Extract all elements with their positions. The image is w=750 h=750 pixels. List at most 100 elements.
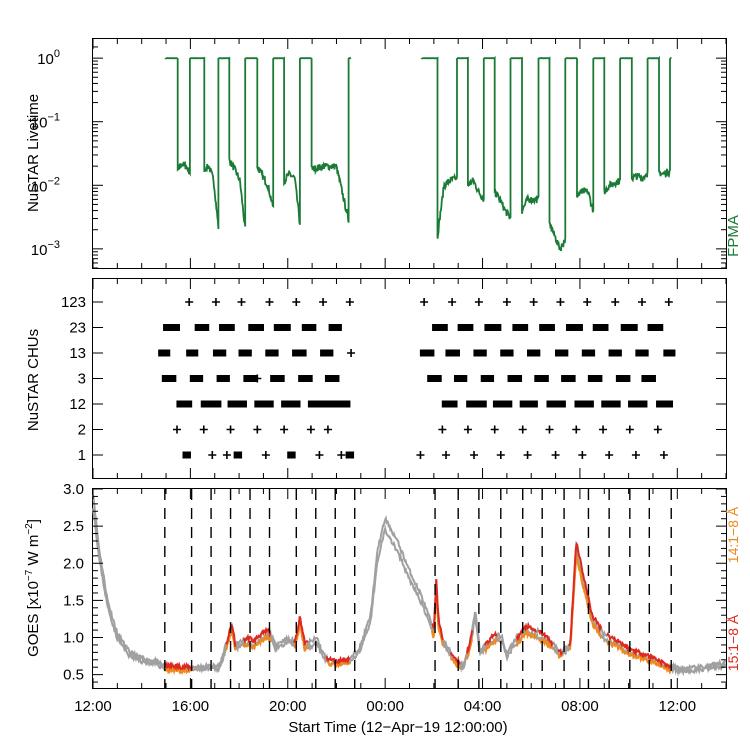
chu-3-cluster xyxy=(641,375,656,382)
chu-23-cluster xyxy=(565,324,583,331)
chu-23-cluster xyxy=(248,324,264,331)
chu-23-cluster xyxy=(273,324,291,331)
chu-3-cluster xyxy=(561,375,576,382)
chu-2-point xyxy=(625,425,634,434)
chu-123-point xyxy=(529,298,538,306)
chu-23-cluster xyxy=(484,324,502,331)
chu-13-cluster xyxy=(527,349,541,357)
goes-15-window-10 xyxy=(515,621,537,642)
goes-y-label: GOES [x10−7 W m−2] xyxy=(24,519,42,657)
goes-14-window-14 xyxy=(606,640,672,675)
chu-tick-label-23: 23 xyxy=(69,320,86,337)
chu-2-point xyxy=(172,425,181,434)
chu-1-point xyxy=(551,451,560,459)
chu-13-cluster xyxy=(212,349,227,357)
goes-y-tick-label-4: 1.0 xyxy=(63,630,84,647)
chu-23-cluster xyxy=(219,324,235,331)
goes-y-tick-label-0: 3.0 xyxy=(63,481,84,498)
goes-15-window-4 xyxy=(292,616,309,646)
chu-123-point xyxy=(292,298,301,306)
chu-3-cluster xyxy=(507,375,523,382)
x-tick-label-1: 16:00 xyxy=(172,698,210,715)
chu-23-cluster xyxy=(539,324,555,331)
x-tick-label-5: 08:00 xyxy=(561,698,599,715)
chu-13-cluster xyxy=(238,349,252,357)
chu-123-point xyxy=(345,298,354,306)
chus-y-label: NuSTAR CHUs xyxy=(25,329,42,431)
chu-12-cluster xyxy=(574,400,594,408)
chu-23-cluster xyxy=(592,324,609,331)
chu-1-point xyxy=(659,451,668,459)
goes-legend-15: 15:1−8 Å xyxy=(725,614,741,671)
chu-123-point xyxy=(265,298,274,306)
chu-123-point xyxy=(319,298,328,306)
chu-2-point xyxy=(306,425,315,434)
goes-14-window-3 xyxy=(242,632,272,651)
chu-23-cluster xyxy=(194,324,210,331)
goes-plot xyxy=(92,489,727,688)
goes-y-label-exp2: −2 xyxy=(24,523,35,535)
goes-14-window-9 xyxy=(484,635,498,656)
goes-y-tick-label-5: 0.5 xyxy=(63,667,84,684)
chu-23-cluster xyxy=(328,324,342,331)
chu-3-cluster xyxy=(189,375,204,382)
chu-13-cluster xyxy=(500,349,514,357)
chu-12-cluster xyxy=(519,400,538,408)
chu-2-point xyxy=(518,425,527,434)
goes-14-window-11 xyxy=(538,637,554,650)
goes-panel-frame xyxy=(92,488,727,689)
goes-15-window-11 xyxy=(538,629,554,648)
chu-13-cluster xyxy=(555,349,569,357)
goes-15-window-3 xyxy=(242,626,272,646)
chu-tick-label-123: 123 xyxy=(61,294,86,311)
chu-12-cluster xyxy=(176,400,193,408)
chu-2-point xyxy=(226,425,235,434)
chu-13-cluster xyxy=(158,349,171,357)
x-tick-label-4: 04:00 xyxy=(464,698,502,715)
goes-15-window-14 xyxy=(606,632,672,670)
chu-1-cluster xyxy=(182,451,191,459)
goes-14-window-10 xyxy=(515,629,537,647)
chu-2-point xyxy=(323,425,332,434)
chu-1-point xyxy=(315,451,324,459)
chu-123-point xyxy=(502,298,511,306)
livetime-tick-label-3: 10−3 xyxy=(31,239,60,259)
chu-3-point xyxy=(253,374,262,383)
chu-123-point xyxy=(185,298,194,306)
chu-12-cluster xyxy=(466,400,487,408)
chu-13-cluster xyxy=(320,349,334,357)
chu-123-point xyxy=(474,298,483,306)
chu-1-point xyxy=(496,451,505,459)
chu-13-cluster xyxy=(419,349,435,357)
chu-3-cluster xyxy=(216,375,230,382)
chu-23-cluster xyxy=(457,324,474,331)
chu-12-cluster xyxy=(200,400,222,408)
chu-3-cluster xyxy=(298,375,313,382)
chu-13-cluster xyxy=(635,349,649,357)
chu-1-point xyxy=(523,451,532,459)
goes-15-window-12 xyxy=(557,648,564,657)
chu-13-cluster xyxy=(445,349,460,357)
chu-2-point xyxy=(490,425,499,434)
livetime-tick-label-0: 100 xyxy=(37,48,60,68)
chu-2-point xyxy=(545,425,554,434)
goes-y-tick-label-3: 1.5 xyxy=(63,592,84,609)
fpma-livetime-line-1 xyxy=(164,56,352,230)
goes-y-tick-label-2: 2.0 xyxy=(63,555,84,572)
chu-1-point xyxy=(337,451,346,459)
chu-3-cluster xyxy=(270,375,285,382)
chu-3-cluster xyxy=(480,375,495,382)
chu-12-cluster xyxy=(307,400,327,408)
chu-2-point xyxy=(438,425,447,434)
chu-2-point xyxy=(572,425,581,434)
goes-14-window-5 xyxy=(326,659,351,670)
chu-12-cluster xyxy=(628,400,648,408)
chu-3-cluster xyxy=(427,375,442,382)
chu-tick-label-2: 2 xyxy=(78,422,86,439)
chu-23-cluster xyxy=(163,324,180,331)
chu-13-cluster xyxy=(265,349,279,357)
chu-2-point xyxy=(199,425,208,434)
livetime-y-label: NuSTAR Livetime xyxy=(25,94,42,212)
chu-123-point xyxy=(237,298,246,306)
chu-13-cluster xyxy=(608,349,622,357)
